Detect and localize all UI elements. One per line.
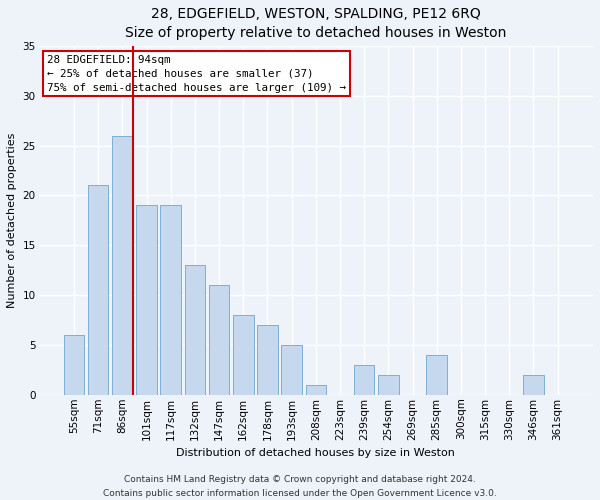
- Bar: [354, 365, 374, 395]
- Bar: [427, 355, 447, 395]
- Bar: [160, 206, 181, 395]
- Bar: [523, 375, 544, 395]
- Text: Contains HM Land Registry data © Crown copyright and database right 2024.
Contai: Contains HM Land Registry data © Crown c…: [103, 476, 497, 498]
- Bar: [209, 285, 229, 395]
- Bar: [185, 265, 205, 395]
- Bar: [233, 315, 254, 395]
- Bar: [257, 325, 278, 395]
- Bar: [64, 335, 84, 395]
- Bar: [136, 206, 157, 395]
- Bar: [88, 186, 109, 395]
- Bar: [378, 375, 398, 395]
- Bar: [281, 345, 302, 395]
- Bar: [112, 136, 133, 395]
- Bar: [305, 385, 326, 395]
- X-axis label: Distribution of detached houses by size in Weston: Distribution of detached houses by size …: [176, 448, 455, 458]
- Title: 28, EDGEFIELD, WESTON, SPALDING, PE12 6RQ
Size of property relative to detached : 28, EDGEFIELD, WESTON, SPALDING, PE12 6R…: [125, 7, 506, 40]
- Y-axis label: Number of detached properties: Number of detached properties: [7, 132, 17, 308]
- Text: 28 EDGEFIELD: 94sqm
← 25% of detached houses are smaller (37)
75% of semi-detach: 28 EDGEFIELD: 94sqm ← 25% of detached ho…: [47, 54, 346, 92]
